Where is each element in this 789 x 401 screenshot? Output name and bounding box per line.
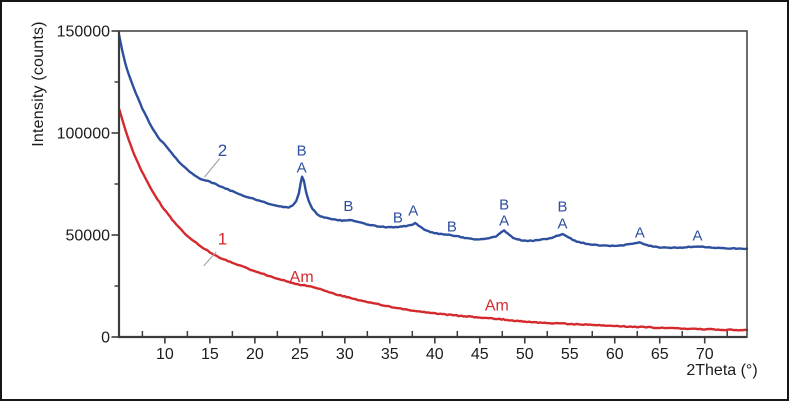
y-axis-title: Intensity (counts) (30, 21, 47, 147)
peak-label-am: Am (290, 269, 314, 286)
peak-label-a: A (499, 212, 509, 229)
x-tick-label: 65 (651, 346, 669, 363)
x-tick-label: 55 (561, 346, 579, 363)
series-1-curve (118, 108, 749, 332)
x-tick-label: 30 (336, 346, 354, 363)
peak-label-a: A (635, 224, 645, 241)
x-tick-label: 20 (246, 346, 264, 363)
curve-label-1: 1 (218, 229, 227, 248)
peak-label-a: A (408, 202, 418, 219)
curve-2-leader-line (204, 158, 221, 178)
curve-label-2: 2 (218, 141, 227, 160)
x-tick-label: 40 (426, 346, 444, 363)
x-tick-label: 70 (696, 346, 714, 363)
x-tick-label: 60 (606, 346, 624, 363)
x-tick-label: 10 (156, 346, 174, 363)
y-tick-label: 0 (101, 330, 110, 347)
x-tick-label: 35 (381, 346, 399, 363)
peak-label-am: Am (485, 298, 509, 315)
y-tick-label: 150000 (57, 24, 110, 41)
peak-label-a: A (297, 159, 307, 176)
peak-label-b: B (297, 142, 307, 159)
peak-label-b: B (499, 196, 509, 213)
x-axis-title: 2Theta (°) (686, 362, 758, 379)
x-tick-label: 25 (291, 346, 309, 363)
x-tick-label: 50 (516, 346, 534, 363)
peak-label-b: B (393, 209, 403, 226)
y-tick-label: 100000 (57, 126, 110, 143)
peak-label-b: B (558, 198, 568, 215)
peak-label-a: A (558, 215, 568, 232)
curve-1-leader-line (203, 251, 217, 267)
y-tick-label: 50000 (66, 228, 111, 245)
series-2-curve (118, 34, 749, 251)
x-tick-label: 15 (201, 346, 219, 363)
peak-label-b: B (447, 218, 457, 235)
peak-label-a: A (693, 227, 703, 244)
peak-label-b: B (343, 198, 353, 215)
x-tick-label: 45 (471, 346, 489, 363)
